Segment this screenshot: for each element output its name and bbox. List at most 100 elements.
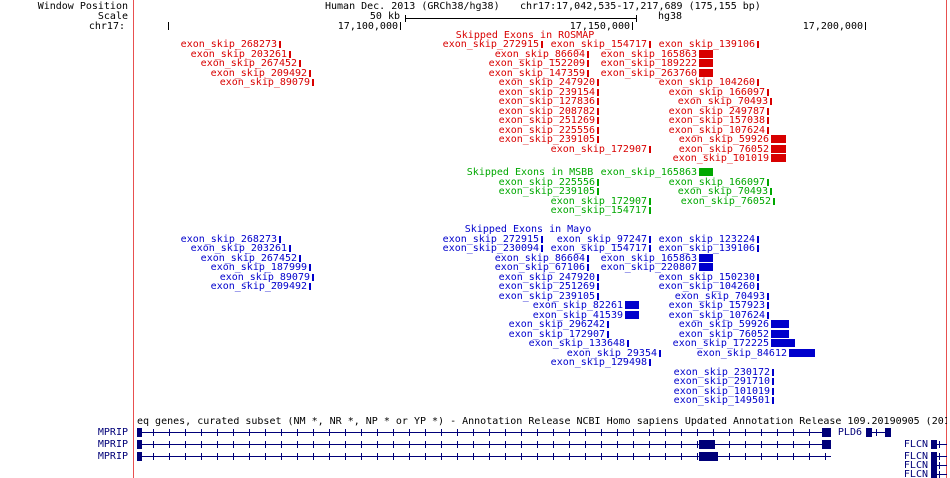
exon-skip-feature[interactable] xyxy=(541,245,543,252)
exon-skip-label[interactable]: exon_skip_59926 xyxy=(678,134,769,145)
gene-name-label[interactable]: MPRIP xyxy=(97,427,128,438)
exon-skip-feature[interactable] xyxy=(699,59,713,67)
exon-skip-feature[interactable] xyxy=(279,236,281,243)
exon-skip-label[interactable]: exon_skip_251269 xyxy=(498,281,595,292)
exon-skip-label[interactable]: exon_skip_76052 xyxy=(678,144,769,155)
exon-skip-label[interactable]: exon_skip_76052 xyxy=(678,329,769,340)
gene-structure[interactable] xyxy=(137,452,831,461)
exon-skip-feature[interactable] xyxy=(649,245,651,252)
exon-skip-feature[interactable] xyxy=(767,312,769,319)
exon-skip-label[interactable]: exon_skip_139106 xyxy=(658,243,755,254)
exon-skip-feature[interactable] xyxy=(597,79,599,86)
exon-skip-label[interactable]: exon_skip_89079 xyxy=(219,272,310,283)
exon-skip-feature[interactable] xyxy=(699,263,713,271)
exon-skip-feature[interactable] xyxy=(587,70,589,77)
exon-skip-feature[interactable] xyxy=(597,136,599,143)
exon-skip-feature[interactable] xyxy=(770,188,772,195)
exon-skip-label[interactable]: exon_skip_86604 xyxy=(494,49,585,60)
exon-skip-feature[interactable] xyxy=(757,79,759,86)
exon-skip-feature[interactable] xyxy=(597,89,599,96)
gene-name-label[interactable]: MPRIP xyxy=(97,451,128,462)
exon-skip-feature[interactable] xyxy=(699,168,713,176)
exon-skip-label[interactable]: exon_skip_209492 xyxy=(210,68,307,79)
exon-skip-label[interactable]: exon_skip_172907 xyxy=(550,144,647,155)
gene-structure[interactable] xyxy=(137,440,831,449)
exon-skip-label[interactable]: exon_skip_89079 xyxy=(219,77,310,88)
exon-skip-label[interactable]: exon_skip_82261 xyxy=(532,300,623,311)
exon-skip-label[interactable]: exon_skip_172225 xyxy=(672,338,769,349)
gene-structure[interactable] xyxy=(866,428,891,437)
exon-skip-feature[interactable] xyxy=(312,79,314,86)
exon-skip-label[interactable]: exon_skip_86604 xyxy=(494,253,585,264)
exon-skip-feature[interactable] xyxy=(757,274,759,281)
gene-name-label[interactable]: FLCN xyxy=(903,439,928,450)
exon-skip-feature[interactable] xyxy=(772,378,774,385)
exon-skip-feature[interactable] xyxy=(541,41,543,48)
exon-skip-feature[interactable] xyxy=(279,41,281,48)
exon-skip-label[interactable]: exon_skip_76052 xyxy=(680,196,771,207)
exon-skip-label[interactable]: exon_skip_203261 xyxy=(190,49,287,60)
exon-skip-feature[interactable] xyxy=(772,397,774,404)
exon-skip-label[interactable]: exon_skip_268273 xyxy=(180,234,277,245)
exon-skip-label[interactable]: exon_skip_97247 xyxy=(556,234,647,245)
exon-skip-feature[interactable] xyxy=(767,117,769,124)
exon-skip-feature[interactable] xyxy=(587,60,589,67)
exon-skip-label[interactable]: exon_skip_101019 xyxy=(673,386,770,397)
exon-skip-feature[interactable] xyxy=(771,320,789,328)
exon-skip-label[interactable]: exon_skip_230172 xyxy=(673,367,770,378)
exon-skip-feature[interactable] xyxy=(699,50,713,58)
exon-skip-feature[interactable] xyxy=(607,331,609,338)
exon-skip-feature[interactable] xyxy=(309,264,311,271)
exon-skip-label[interactable]: exon_skip_70493 xyxy=(677,96,768,107)
exon-skip-feature[interactable] xyxy=(597,98,599,105)
exon-skip-label[interactable]: exon_skip_239105 xyxy=(498,186,595,197)
exon-skip-label[interactable]: exon_skip_187999 xyxy=(210,262,307,273)
exon-skip-label[interactable]: exon_skip_220807 xyxy=(600,262,697,273)
exon-skip-feature[interactable] xyxy=(699,254,713,262)
gene-name-label[interactable]: FLCN xyxy=(903,469,928,478)
exon-skip-label[interactable]: exon_skip_41539 xyxy=(532,310,623,321)
exon-skip-feature[interactable] xyxy=(299,60,301,67)
exon-skip-feature[interactable] xyxy=(789,349,815,357)
exon-skip-label[interactable]: exon_skip_70493 xyxy=(674,291,765,302)
exon-skip-feature[interactable] xyxy=(771,145,786,153)
exon-skip-feature[interactable] xyxy=(587,264,589,271)
exon-skip-feature[interactable] xyxy=(757,236,759,243)
exon-skip-label[interactable]: exon_skip_150230 xyxy=(658,272,755,283)
exon-skip-label[interactable]: exon_skip_67106 xyxy=(494,262,585,273)
exon-skip-label[interactable]: exon_skip_166097 xyxy=(668,87,765,98)
exon-skip-label[interactable]: exon_skip_104260 xyxy=(658,281,755,292)
exon-skip-feature[interactable] xyxy=(649,236,651,243)
exon-skip-feature[interactable] xyxy=(649,198,651,205)
exon-skip-label[interactable]: exon_skip_59926 xyxy=(678,319,769,330)
exon-skip-label[interactable]: exon_skip_154717 xyxy=(550,205,647,216)
exon-skip-label[interactable]: exon_skip_239105 xyxy=(498,134,595,145)
exon-skip-label[interactable]: exon_skip_296242 xyxy=(508,319,605,330)
exon-skip-label[interactable]: exon_skip_165863 xyxy=(600,49,697,60)
exon-skip-label[interactable]: exon_skip_107624 xyxy=(668,125,765,136)
exon-skip-label[interactable]: exon_skip_209492 xyxy=(210,281,307,292)
exon-skip-label[interactable]: exon_skip_129498 xyxy=(550,357,647,368)
exon-skip-label[interactable]: exon_skip_166097 xyxy=(668,177,765,188)
exon-skip-label[interactable]: exon_skip_149501 xyxy=(673,395,770,406)
exon-skip-feature[interactable] xyxy=(289,51,291,58)
exon-skip-label[interactable]: exon_skip_84612 xyxy=(696,348,787,359)
gene-name-label[interactable]: MPRIP xyxy=(97,439,128,450)
exon-skip-label[interactable]: exon_skip_272915 xyxy=(442,39,539,50)
gene-structure[interactable] xyxy=(931,452,947,461)
gene-structure[interactable] xyxy=(931,461,947,470)
exon-skip-label[interactable]: exon_skip_101019 xyxy=(672,153,769,164)
exon-skip-label[interactable]: exon_skip_165863 xyxy=(600,253,697,264)
exon-skip-feature[interactable] xyxy=(771,330,789,338)
exon-skip-feature[interactable] xyxy=(757,41,759,48)
exon-skip-feature[interactable] xyxy=(587,255,589,262)
exon-skip-feature[interactable] xyxy=(312,274,314,281)
gene-name-label[interactable]: PLD6 xyxy=(837,427,862,438)
exon-skip-label[interactable]: exon_skip_104260 xyxy=(658,77,755,88)
exon-skip-feature[interactable] xyxy=(659,350,661,357)
exon-skip-feature[interactable] xyxy=(649,207,651,214)
exon-skip-feature[interactable] xyxy=(289,245,291,252)
exon-skip-feature[interactable] xyxy=(767,293,769,300)
exon-skip-label[interactable]: exon_skip_268273 xyxy=(180,39,277,50)
exon-skip-feature[interactable] xyxy=(771,154,786,162)
